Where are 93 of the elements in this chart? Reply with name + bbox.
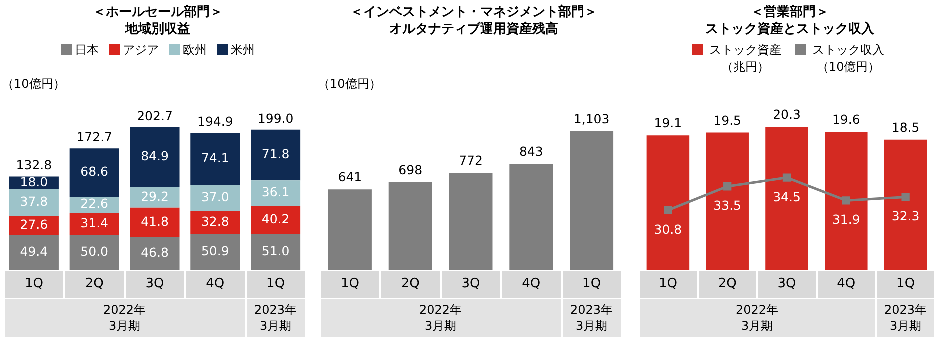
legend-label: 米州 bbox=[231, 42, 255, 59]
bar bbox=[190, 211, 240, 234]
bar bbox=[251, 206, 301, 234]
total-label: 172.7 bbox=[76, 130, 112, 145]
bar bbox=[251, 130, 301, 181]
x-tick-label: 3Q bbox=[146, 276, 164, 292]
point bbox=[842, 196, 850, 205]
data-label: 32.3 bbox=[892, 208, 920, 224]
data-label: 41.8 bbox=[141, 214, 169, 229]
data-label: 30.8 bbox=[654, 222, 682, 237]
legend-label: ストック資産（兆円） bbox=[708, 42, 782, 76]
data-label: 19.5 bbox=[714, 112, 742, 128]
chart-title: ＜インベストメント・マネジメント部門＞ bbox=[350, 5, 598, 20]
legend-label: 日本 bbox=[75, 42, 99, 59]
data-label: 33.5 bbox=[714, 198, 742, 214]
y-axis-title: （10億円） bbox=[318, 76, 382, 93]
x-tick-label: 1Q bbox=[658, 276, 678, 292]
data-label: 19.6 bbox=[832, 112, 860, 128]
text: 2023年 3月期 bbox=[562, 299, 621, 337]
x-tick-label: 3Q bbox=[778, 276, 796, 292]
point bbox=[902, 193, 910, 202]
bar bbox=[130, 208, 180, 238]
total-label: 199.0 bbox=[258, 110, 294, 126]
bar bbox=[251, 180, 301, 206]
total-label: 132.8 bbox=[16, 158, 52, 173]
text: 2022年 3月期 bbox=[640, 299, 876, 337]
data-label: 18.5 bbox=[892, 120, 920, 135]
bar bbox=[130, 187, 180, 208]
chart-subtitle: ストック資産とストック収入 bbox=[706, 22, 874, 37]
data-label: 37.8 bbox=[20, 194, 48, 209]
bar bbox=[70, 212, 120, 236]
legend-label: アジア bbox=[123, 42, 159, 59]
x-tick-label: 1Q bbox=[582, 276, 602, 292]
data-label: 84.9 bbox=[141, 148, 169, 164]
x-tick-label: 1Q bbox=[340, 276, 360, 292]
data-label: 843 bbox=[519, 144, 544, 160]
y-axis-title: （10億円） bbox=[2, 76, 66, 93]
x-tick-label: 4Q bbox=[206, 276, 225, 292]
data-label: 51.0 bbox=[262, 244, 290, 259]
chart-subtitle: オルタナティブ運用資産残高 bbox=[390, 22, 558, 37]
x-tick-label: 4Q bbox=[837, 276, 856, 292]
data-label: 31.9 bbox=[832, 212, 860, 228]
point bbox=[782, 174, 792, 182]
data-label: 20.3 bbox=[773, 107, 801, 122]
text: 2022年 3月期 bbox=[321, 299, 561, 337]
chart-subtitle: 地域別収益 bbox=[126, 22, 190, 37]
data-label: 37.0 bbox=[201, 190, 230, 205]
x-tick-label: 2Q bbox=[401, 276, 420, 292]
data-label: 18.0 bbox=[20, 174, 48, 190]
data-label: 34.5 bbox=[773, 189, 801, 204]
bar bbox=[190, 185, 240, 212]
bar bbox=[130, 127, 180, 188]
data-label: 71.8 bbox=[262, 146, 290, 162]
data-label: 50.0 bbox=[80, 244, 109, 260]
data-label: 36.1 bbox=[262, 184, 290, 200]
x-tick-label: 4Q bbox=[522, 276, 541, 292]
bar bbox=[9, 189, 59, 216]
data-label: 29.2 bbox=[141, 188, 169, 204]
x-tick-label: 2Q bbox=[85, 276, 104, 292]
text: 2022年 3月期 bbox=[5, 299, 245, 337]
bar bbox=[190, 132, 240, 186]
point bbox=[664, 206, 672, 215]
text: 2023年 3月期 bbox=[246, 299, 305, 337]
data-label: 698 bbox=[398, 162, 423, 178]
total-label: 202.7 bbox=[137, 108, 173, 124]
bar bbox=[70, 148, 120, 198]
chart-title: ＜営業部門＞ bbox=[751, 5, 829, 20]
point bbox=[724, 182, 732, 191]
data-label: 49.4 bbox=[20, 244, 48, 260]
data-label: 772 bbox=[459, 153, 483, 168]
x-tick-label: 1Q bbox=[24, 276, 44, 292]
x-tick-label: 3Q bbox=[462, 276, 480, 292]
data-label: 31.4 bbox=[80, 215, 109, 230]
chart-title: ＜ホールセール部門＞ bbox=[93, 5, 223, 20]
data-label: 19.1 bbox=[654, 116, 682, 131]
data-label: 22.6 bbox=[80, 196, 109, 212]
text: 2023年 3月期 bbox=[877, 299, 934, 337]
x-tick-label: 1Q bbox=[266, 276, 286, 292]
x-tick-label: 2Q bbox=[718, 276, 737, 292]
data-label: 68.6 bbox=[80, 164, 109, 180]
data-label: 641 bbox=[338, 170, 362, 185]
data-label: 46.8 bbox=[141, 245, 169, 260]
legend-label: ストック収入（10億円） bbox=[812, 42, 886, 76]
data-label: 32.8 bbox=[201, 214, 230, 230]
legend-label: 欧州 bbox=[183, 42, 207, 59]
data-label: 50.9 bbox=[201, 244, 230, 259]
x-tick-label: 1Q bbox=[896, 276, 916, 292]
total-label: 194.9 bbox=[198, 114, 234, 129]
data-label: 27.6 bbox=[20, 217, 48, 232]
bar bbox=[9, 216, 59, 236]
data-label: 74.1 bbox=[201, 150, 230, 166]
data-label: 1,103 bbox=[574, 111, 610, 126]
data-label: 40.2 bbox=[262, 211, 290, 226]
